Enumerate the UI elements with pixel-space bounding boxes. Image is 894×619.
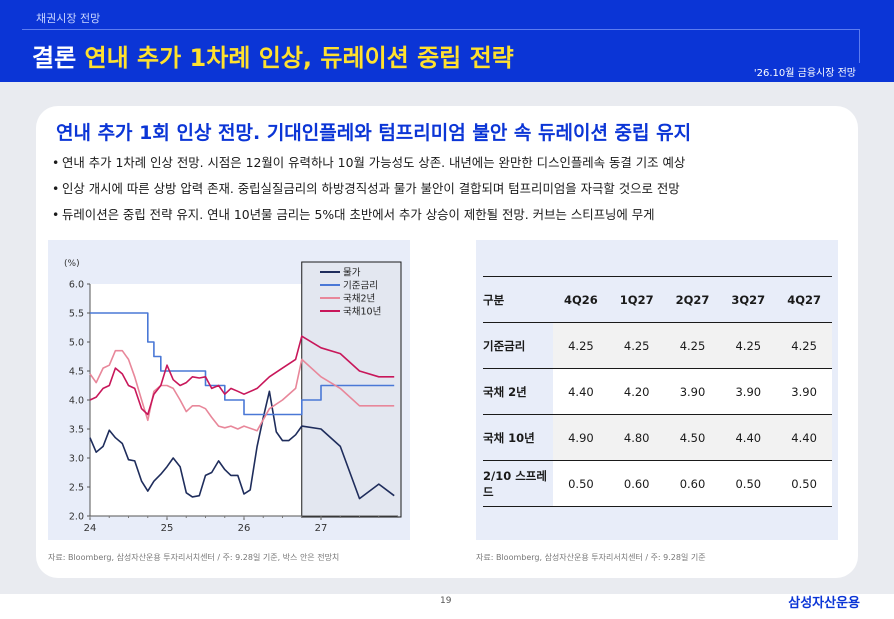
y-tick-label: 4.0: [69, 396, 84, 407]
table-header-cell: 2Q27: [664, 276, 721, 323]
bullet-dot: •: [52, 207, 60, 222]
bullet-item: • 인상 개시에 따른 상방 압력 존재. 중립실질금리의 하방경직성과 물가 불…: [52, 180, 842, 206]
y-axis-label: (%): [64, 259, 80, 269]
y-tick-label: 3.5: [69, 425, 84, 436]
table-cell: 0.50: [776, 460, 832, 507]
bullet-text: 듀레이션은 중립 전략 유지. 연내 10년물 금리는 5%대 초반에서 추가 …: [62, 207, 655, 222]
legend-label: 국채10년: [343, 307, 381, 318]
date-tag: '26.10월 금융시장 전망: [749, 63, 860, 80]
title-frame: [22, 29, 860, 73]
table-header-cell: 4Q27: [776, 276, 832, 323]
x-tick-label: 25: [161, 523, 174, 534]
headline: 연내 추가 1회 인상 전망. 기대인플레와 텀프리미엄 불안 속 듀레이션 중…: [56, 122, 692, 144]
table-cell: 4.40: [720, 414, 777, 461]
table-cell: 4.25: [664, 322, 721, 369]
row-label: 국채 2년: [483, 368, 553, 415]
bullet-list: • 연내 추가 1차례 인상 전망. 시점은 12월이 유력하나 10월 가능성도…: [52, 154, 842, 232]
bullet-item: • 연내 추가 1차례 인상 전망. 시점은 12월이 유력하나 10월 가능성도…: [52, 154, 842, 180]
table-row: 2/10 스프레드 0.50 0.60 0.60 0.50 0.50: [483, 460, 832, 507]
table-header-cell: 4Q26: [553, 276, 609, 323]
row-label: 2/10 스프레드: [483, 460, 553, 507]
series-line-물가: [89, 390, 395, 500]
table-cell: 0.60: [664, 460, 721, 507]
table-source-note: 자료: Bloomberg, 삼성자산운용 투자리서치센터 / 주: 9.28일…: [476, 553, 706, 562]
table-cell: 4.90: [553, 414, 609, 461]
header-bar: 채권시장 전망 결론 연내 추가 1차례 인상, 듀레이션 중립 전략 '26.…: [0, 0, 894, 82]
table-cell: 4.25: [776, 322, 832, 369]
series-line-국채2년: [89, 349, 395, 432]
legend-label: 국채2년: [343, 294, 375, 305]
table-header-cell: 구분: [483, 276, 553, 323]
table-header-row: 구분 4Q26 1Q27 2Q27 3Q27 4Q27: [483, 276, 832, 323]
table-cell: 4.50: [664, 414, 721, 461]
table-cell: 3.90: [720, 368, 777, 415]
page-title-lead: 결론: [32, 44, 77, 72]
table-cell: 0.60: [608, 460, 665, 507]
table-cell: 0.50: [720, 460, 777, 507]
table-cell: 0.50: [553, 460, 609, 507]
forecast-table: 구분 4Q26 1Q27 2Q27 3Q27 4Q27 기준금리 4.25 4.…: [483, 276, 832, 507]
table-row: 국채 2년 4.40 4.20 3.90 3.90 3.90: [483, 368, 832, 415]
table-cell: 4.40: [776, 414, 832, 461]
table-cell: 3.90: [664, 368, 721, 415]
y-tick-label: 4.5: [69, 367, 84, 378]
y-tick-label: 3.0: [69, 454, 84, 465]
table-row: 국채 10년 4.90 4.80 4.50 4.40 4.40: [483, 414, 832, 461]
x-tick-label: 26: [238, 523, 251, 534]
bullet-dot: •: [52, 155, 60, 170]
y-tick-label: 2.0: [69, 512, 84, 523]
y-tick-label: 5.0: [69, 338, 84, 349]
rates-line-chart: (%) 6.0 5.5 5.0 4.5 4.0 3.5 3.0 2.5 2.024 25 26 27 물가…: [64, 259, 402, 534]
series-line-국채10년: [89, 335, 395, 416]
x-tick-label: 27: [315, 523, 328, 534]
y-tick-label: 5.5: [69, 309, 84, 320]
bullet-text: 인상 개시에 따른 상방 압력 존재. 중립실질금리의 하방경직성과 물가 불안…: [62, 181, 680, 196]
legend-label: 물가: [343, 268, 361, 279]
table-row: 기준금리 4.25 4.25 4.25 4.25 4.25: [483, 322, 832, 369]
table-cell: 3.90: [776, 368, 832, 415]
table-header-cell: 1Q27: [608, 276, 665, 323]
table-cell: 4.25: [608, 322, 665, 369]
y-tick-label: 2.5: [69, 483, 84, 494]
legend-label: 기준금리: [343, 281, 378, 292]
row-label: 기준금리: [483, 322, 553, 369]
y-tick-label: 6.0: [69, 280, 84, 291]
series-line-기준금리: [90, 312, 395, 416]
bullet-item: • 듀레이션은 중립 전략 유지. 연내 10년물 금리는 5%대 초반에서 추가…: [52, 206, 842, 232]
page-number: 19: [440, 596, 452, 606]
table-cell: 4.25: [553, 322, 609, 369]
bullet-dot: •: [52, 181, 60, 196]
brand-logo: 삼성자산운용: [788, 596, 860, 611]
table-cell: 4.25: [720, 322, 777, 369]
table-header-cell: 3Q27: [720, 276, 777, 323]
section-label: 채권시장 전망: [36, 12, 101, 25]
table-cell: 4.20: [608, 368, 665, 415]
table-cell: 4.40: [553, 368, 609, 415]
x-tick-label: 24: [84, 523, 97, 534]
bullet-text: 연내 추가 1차례 인상 전망. 시점은 12월이 유력하나 10월 가능성도 …: [62, 155, 686, 170]
page-title: 결론 연내 추가 1차례 인상, 듀레이션 중립 전략: [32, 38, 514, 73]
chart-source-note: 자료: Bloomberg, 삼성자산운용 투자리서치센터 / 주: 9.28일…: [48, 553, 340, 562]
row-label: 국채 10년: [483, 414, 553, 461]
page-title-rest: 연내 추가 1차례 인상, 듀레이션 중립 전략: [84, 44, 514, 72]
table-cell: 4.80: [608, 414, 665, 461]
